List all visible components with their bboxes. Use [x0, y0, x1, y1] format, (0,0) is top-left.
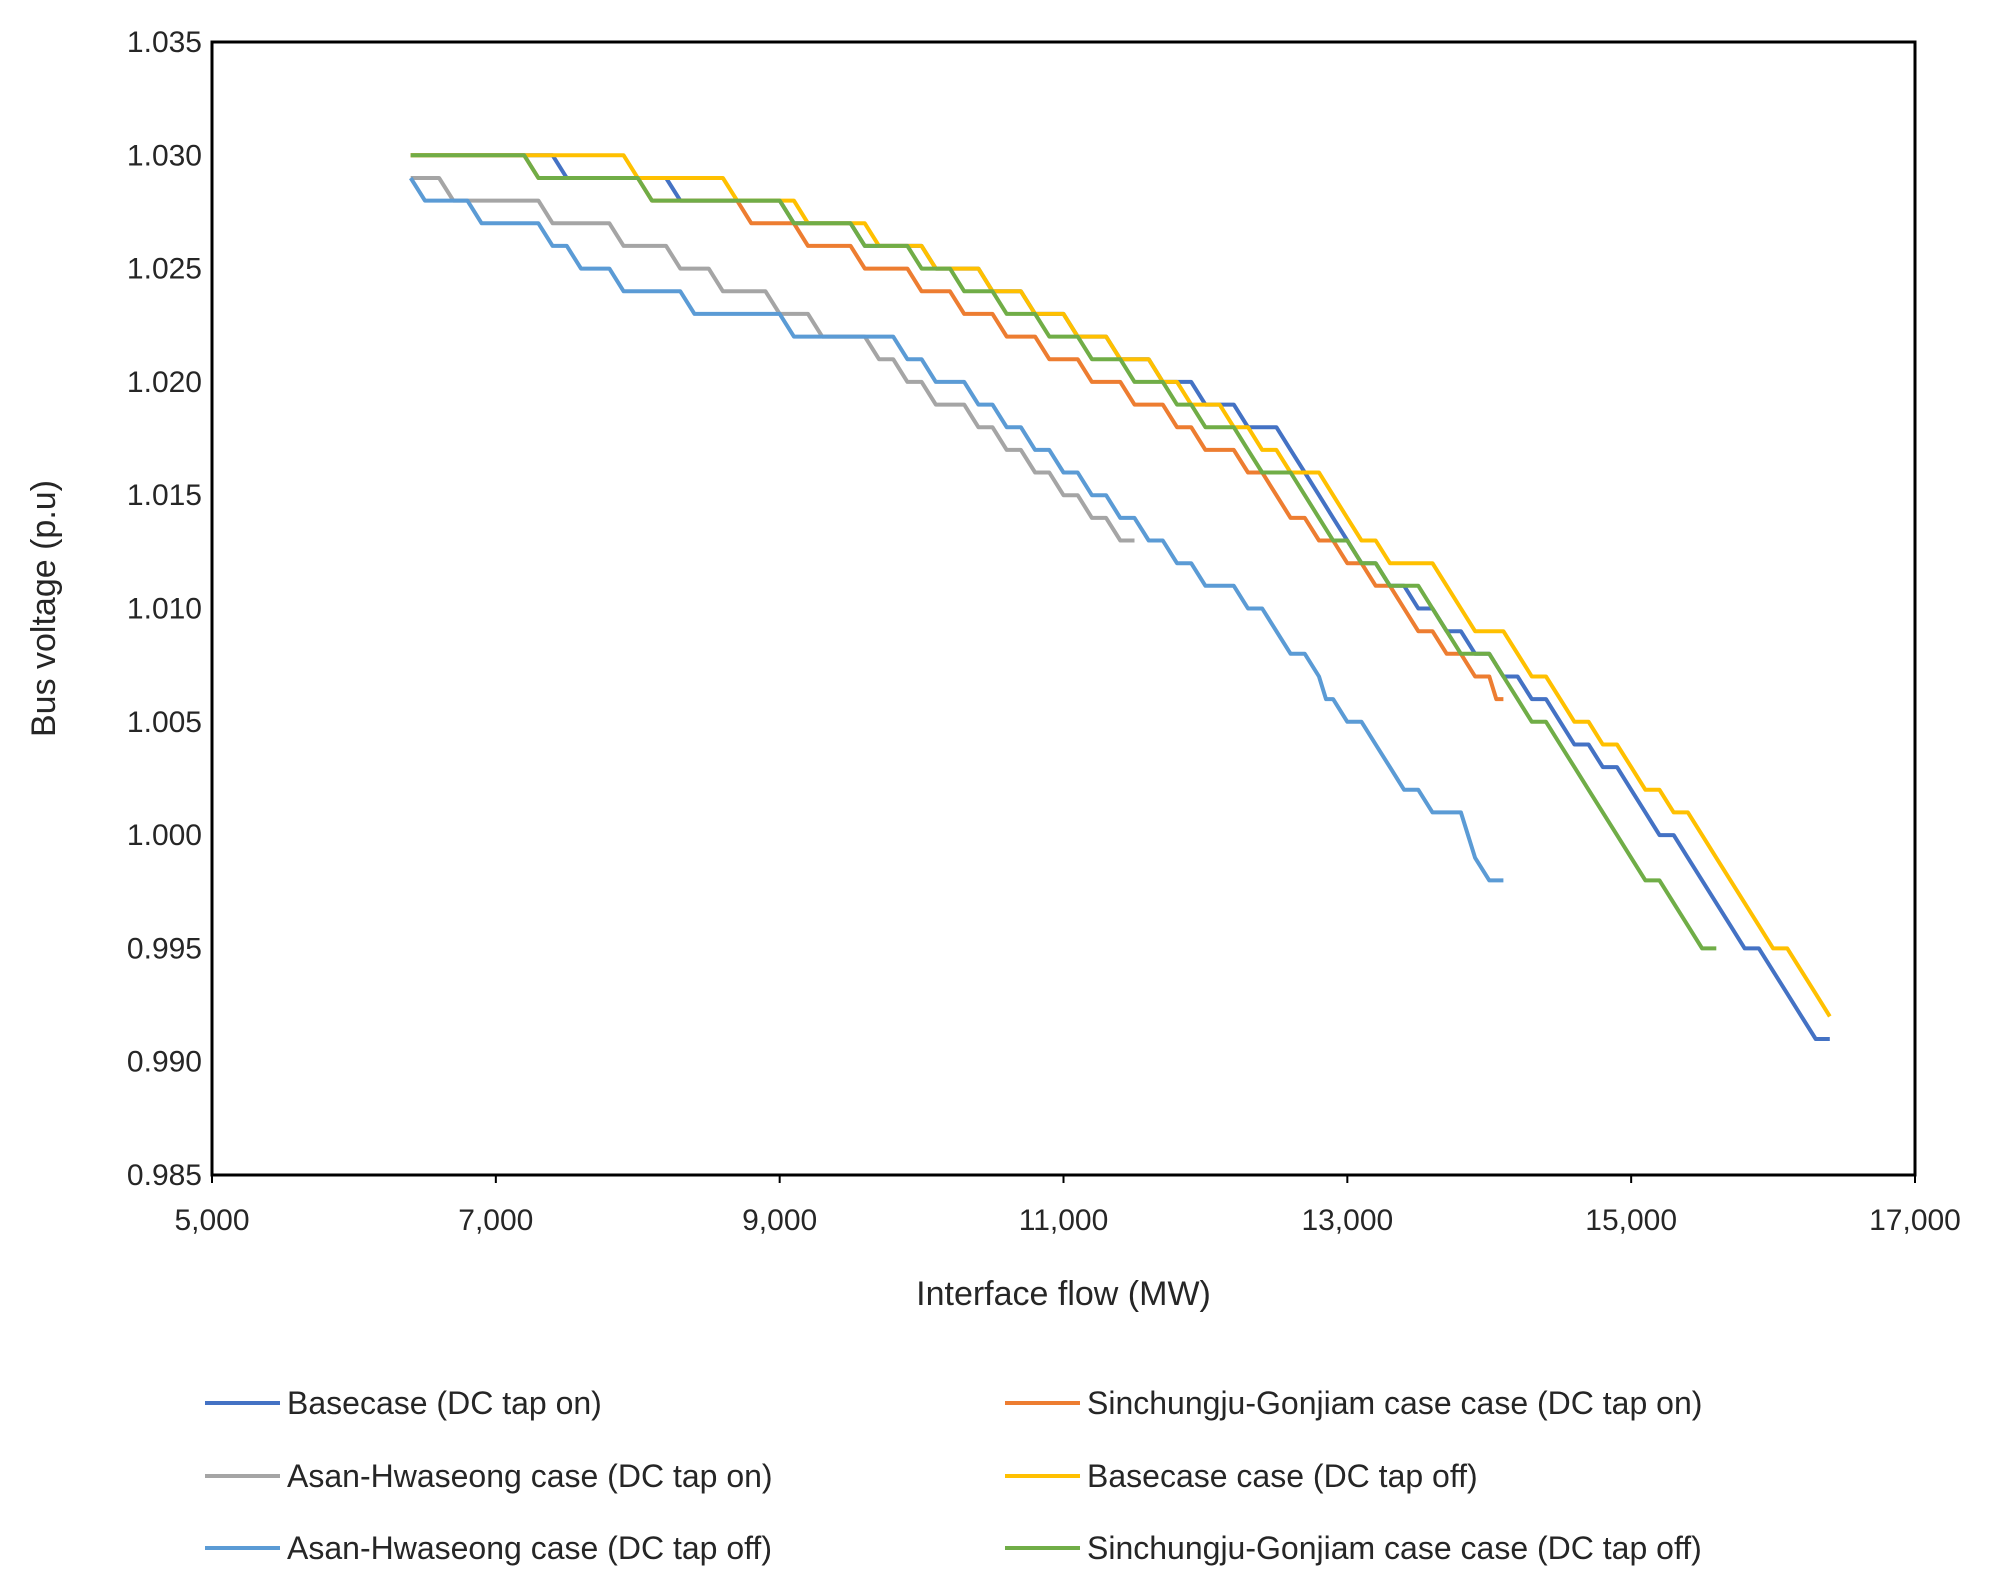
legend-item: Sinchungju-Gonjiam case case (DC tap on): [1005, 1385, 1702, 1421]
y-tick-label: 1.005: [127, 706, 202, 739]
y-tick-label: 1.035: [127, 26, 202, 59]
x-axis-title: Interface flow (MW): [916, 1275, 1211, 1313]
y-tick-label: 1.010: [127, 593, 202, 626]
x-tick-label: 9,000: [742, 1204, 817, 1237]
series-line-4: [410, 153, 1832, 1018]
x-tick-label: 11,000: [1019, 1204, 1109, 1237]
legend-label: Basecase case (DC tap off): [1087, 1458, 1478, 1494]
y-tick-label: 1.030: [127, 139, 202, 172]
series-line-6: [410, 153, 1717, 951]
legend-label: Asan-Hwaseong case (DC tap off): [287, 1530, 772, 1566]
x-tick-label: 13,000: [1301, 1204, 1393, 1237]
y-tick-label: 0.990: [127, 1046, 202, 1079]
series-layer: [409, 153, 1832, 1041]
legend-item: Basecase (DC tap on): [205, 1385, 602, 1421]
series-line-2: [410, 153, 1504, 702]
legend: Basecase (DC tap on) Sinchungju-Gonjiam c…: [205, 1385, 1702, 1566]
y-tick-label: 1.000: [127, 819, 202, 852]
plot-area-frame: [210, 40, 1917, 1177]
y-axis-title: Bus voltage (p.u): [25, 480, 63, 737]
y-axis-ticks: 0.985 0.990 0.995 1.000 1.005 1.010 1.015 1.020…: [127, 26, 202, 1192]
series-line-3: [410, 176, 1135, 543]
x-tick-label: 17,000: [1869, 1204, 1961, 1237]
y-tick-label: 1.025: [127, 253, 202, 286]
y-tick-label: 1.020: [127, 366, 202, 399]
legend-item: Sinchungju-Gonjiam case case (DC tap off…: [1005, 1530, 1702, 1566]
y-tick-label: 0.985: [127, 1159, 202, 1192]
x-tick-label: 5,000: [174, 1204, 249, 1237]
legend-item: Asan-Hwaseong case (DC tap on): [205, 1458, 773, 1494]
x-axis-ticks: 5,000 7,000 9,000 11,000 13,000 15,000 17,000: [174, 1175, 1961, 1237]
legend-label: Sinchungju-Gonjiam case case (DC tap on): [1087, 1385, 1702, 1421]
legend-item: Asan-Hwaseong case (DC tap off): [205, 1530, 772, 1566]
legend-label: Sinchungju-Gonjiam case case (DC tap off…: [1087, 1530, 1702, 1566]
x-tick-label: 7,000: [458, 1204, 533, 1237]
series-line-5: [409, 176, 1504, 883]
y-tick-label: 0.995: [127, 932, 202, 965]
legend-label: Asan-Hwaseong case (DC tap on): [287, 1458, 773, 1494]
legend-item: Basecase case (DC tap off): [1005, 1458, 1478, 1494]
x-tick-label: 15,000: [1585, 1204, 1677, 1237]
y-tick-label: 1.015: [127, 479, 202, 512]
legend-label: Basecase (DC tap on): [287, 1385, 602, 1421]
